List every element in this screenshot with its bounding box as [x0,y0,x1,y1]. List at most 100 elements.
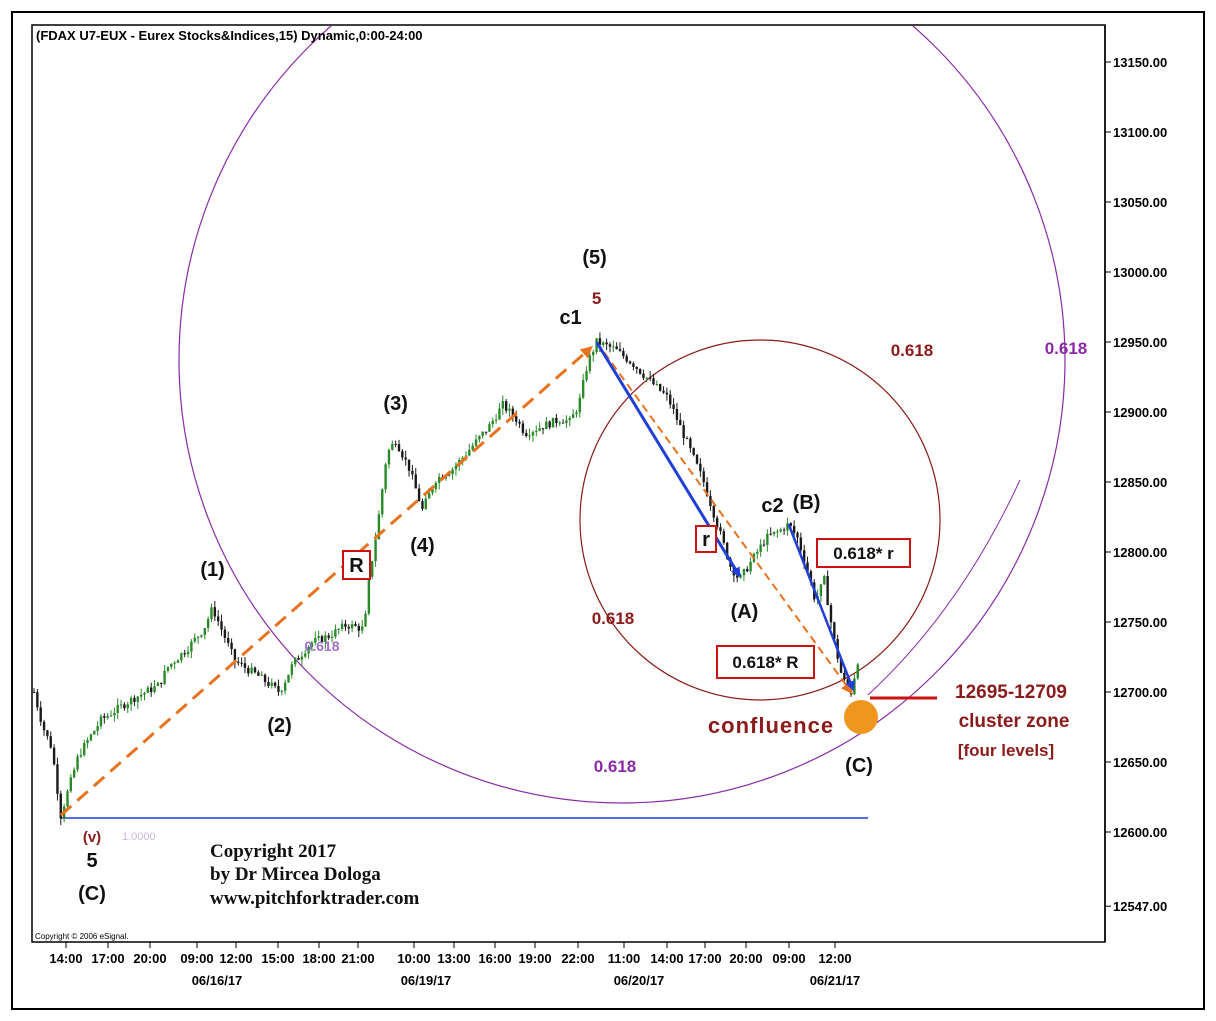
price-bar-body [277,685,280,692]
price-bar-body [555,417,558,424]
price-bar-body [150,687,153,692]
price-bar-body [689,438,692,449]
price-bar-body [133,697,136,702]
price-bar-body [685,438,689,440]
fib-circle-large [178,26,1066,804]
price-bar-body [481,431,484,436]
price-bar-body [856,664,859,679]
price-bar-body [340,623,344,629]
price-bar-body [669,394,672,405]
price-bar-body [488,424,491,432]
price-bar-body [86,740,89,744]
price-bar-body [504,401,508,411]
price-bar-body [598,338,602,345]
price-bar-body [46,730,49,737]
price-bar-body [237,661,240,663]
price-bar-body [528,435,531,437]
price-bar-body [424,498,427,509]
y-tick-label: 13150.00 [1113,55,1167,70]
time-axis: 14:00 17:00 20:00 09:00 12:00 15:00 18:00 21:00… [49,942,860,988]
price-bar-body [427,493,431,499]
fib-label-purple-right: 0.618 [1045,339,1088,358]
y-tick-label: 12700.00 [1113,685,1167,700]
price-bar-body [595,338,598,352]
price-bar-body [36,692,39,708]
x-tick-label: 09:00 [180,951,213,966]
price-bar-body [317,636,320,639]
label-R: R [349,555,364,577]
price-bar-body [42,721,46,731]
x-tick-label: 20:00 [133,951,166,966]
price-bar-body [434,482,438,490]
price-bar-body [719,527,722,532]
price-bar-body [618,349,622,351]
wave-label: (3) [383,393,407,415]
price-bar-body [66,791,69,807]
price-bar-body [491,420,494,425]
x-tick-label: 10:00 [397,951,430,966]
price-bar-body [364,613,367,627]
price-bar-body [454,465,458,470]
wave-label: (2) [267,715,291,737]
price-bar-body [695,454,699,464]
price-bar-body [203,628,206,636]
price-bar-body [391,443,394,450]
fib-label-red-left: 0.618 [592,609,635,628]
price-bar-body [541,428,545,430]
price-bar-body [160,682,163,684]
price-bar-body [186,651,190,655]
price-bar-body [347,626,350,629]
price-bar-body [293,658,297,665]
plot-area [31,24,1106,943]
price-bar-body [113,712,116,716]
cluster-range: 12695-12709 [955,682,1067,703]
x-tick-label: 19:00 [518,951,551,966]
price-bar-body [83,743,86,756]
price-bar-body [501,401,505,409]
price-bar-body [287,674,290,683]
price-bar-body [250,667,253,674]
price-bar-body [360,626,364,631]
price-bar-body [273,682,277,686]
label-v: (v) [83,829,101,846]
price-bar-body [337,628,340,630]
arrow-618R [595,341,853,695]
price-bar-body [642,373,645,378]
price-bar-body [565,420,568,424]
price-bar-body [200,635,203,637]
date-label: 06/20/17 [614,973,665,988]
price-bar-body [156,682,160,686]
date-label: 06/21/17 [810,973,861,988]
x-tick-label: 15:00 [261,951,294,966]
price-bar-body [163,670,166,684]
y-tick-label: 12900.00 [1113,405,1167,420]
price-bar-body [354,624,357,626]
price-bar-body [307,646,310,654]
y-tick-label: 13000.00 [1113,265,1167,280]
y-tick-label: 12850.00 [1113,475,1167,490]
price-bar-body [334,629,337,637]
price-bar-body [769,533,772,535]
price-bar-body [561,422,565,424]
price-bar-body [260,674,263,676]
price-bar-body [839,658,843,673]
price-bar-body [180,653,183,661]
price-bar-body [652,378,655,385]
label-618R: 0.618* R [732,653,798,672]
price-bar-body [257,672,260,676]
price-bar-body [206,619,210,629]
price-bars [33,332,859,826]
price-bar-body [672,404,675,410]
price-bar-body [170,663,173,667]
price-bar-body [106,715,109,718]
price-bar-body [628,361,632,364]
wave-label: (A) [731,601,759,623]
price-bar-body [645,377,649,379]
price-bar-body [575,412,578,415]
price-bar-body [59,793,62,819]
y-tick-label: 12547.00 [1113,899,1167,914]
price-bar-body [799,537,803,551]
price-bar-body [431,489,434,494]
date-label: 06/16/17 [192,973,243,988]
